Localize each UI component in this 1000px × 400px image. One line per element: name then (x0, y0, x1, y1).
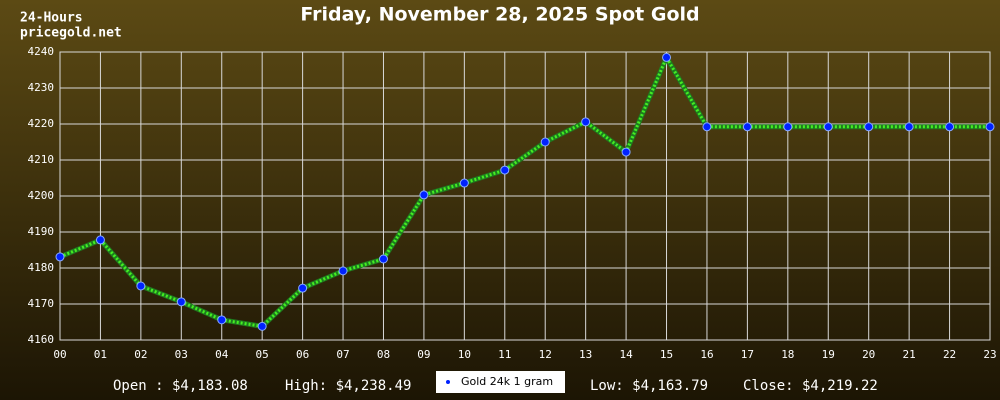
point (217, 315, 227, 325)
legend-label: Gold 24k 1 gram (461, 375, 553, 388)
point (985, 122, 995, 132)
x-tick-label: 01 (94, 348, 107, 361)
y-tick-label: 4220 (28, 117, 55, 130)
point (378, 254, 388, 264)
point (500, 165, 510, 175)
point (823, 122, 833, 132)
point (338, 266, 348, 276)
point (621, 147, 631, 157)
point (742, 122, 752, 132)
point (419, 190, 429, 200)
point (257, 321, 267, 331)
x-tick-label: 09 (417, 348, 430, 361)
x-tick-label: 13 (579, 348, 592, 361)
y-tick-label: 4240 (28, 45, 55, 58)
y-tick-label: 4180 (28, 261, 55, 274)
point (459, 178, 469, 188)
x-tick-label: 00 (53, 348, 66, 361)
x-tick-label: 11 (498, 348, 511, 361)
x-tick-label: 16 (700, 348, 713, 361)
chart-title: Friday, November 28, 2025 Spot Gold (300, 4, 699, 26)
point (55, 252, 65, 262)
x-tick-label: 08 (377, 348, 390, 361)
legend-marker (446, 380, 450, 384)
x-tick-label: 15 (660, 348, 673, 361)
x-tick-label: 07 (336, 348, 349, 361)
x-tick-label: 14 (619, 348, 633, 361)
y-tick-label: 4200 (28, 189, 55, 202)
open-stat: Open : $4,183.08 (113, 378, 248, 394)
x-tick-label: 02 (134, 348, 147, 361)
x-tick-label: 10 (458, 348, 471, 361)
point (540, 137, 550, 147)
point (298, 283, 308, 293)
point (95, 235, 105, 245)
point (864, 122, 874, 132)
point (176, 297, 186, 307)
x-tick-label: 06 (296, 348, 309, 361)
y-tick-label: 4160 (28, 333, 55, 346)
site-name: pricegold.net (20, 26, 122, 41)
y-tick-label: 4190 (28, 225, 55, 238)
y-tick-label: 4230 (28, 81, 55, 94)
point (581, 117, 591, 127)
header-label: 24-Hours (20, 11, 83, 26)
x-tick-label: 03 (175, 348, 188, 361)
x-tick-label: 04 (215, 348, 229, 361)
x-tick-label: 12 (539, 348, 552, 361)
x-tick-label: 19 (822, 348, 835, 361)
series-line-highlight (59, 54, 990, 328)
x-tick-label: 05 (256, 348, 269, 361)
point (702, 122, 712, 132)
y-tick-label: 4210 (28, 153, 55, 166)
x-tick-label: 22 (943, 348, 956, 361)
high-stat: High: $4,238.49 (285, 378, 411, 394)
point (136, 281, 146, 291)
close-stat: Close: $4,219.22 (743, 378, 878, 394)
x-tick-label: 17 (741, 348, 754, 361)
point (945, 122, 955, 132)
x-tick-label: 21 (903, 348, 916, 361)
point (783, 122, 793, 132)
point (662, 52, 672, 62)
x-tick-label: 20 (862, 348, 875, 361)
y-tick-label: 4170 (28, 297, 55, 310)
x-tick-label: 23 (983, 348, 996, 361)
point (904, 122, 914, 132)
x-tick-label: 18 (781, 348, 794, 361)
legend-box (436, 371, 565, 393)
low-stat: Low: $4,163.79 (590, 378, 708, 394)
